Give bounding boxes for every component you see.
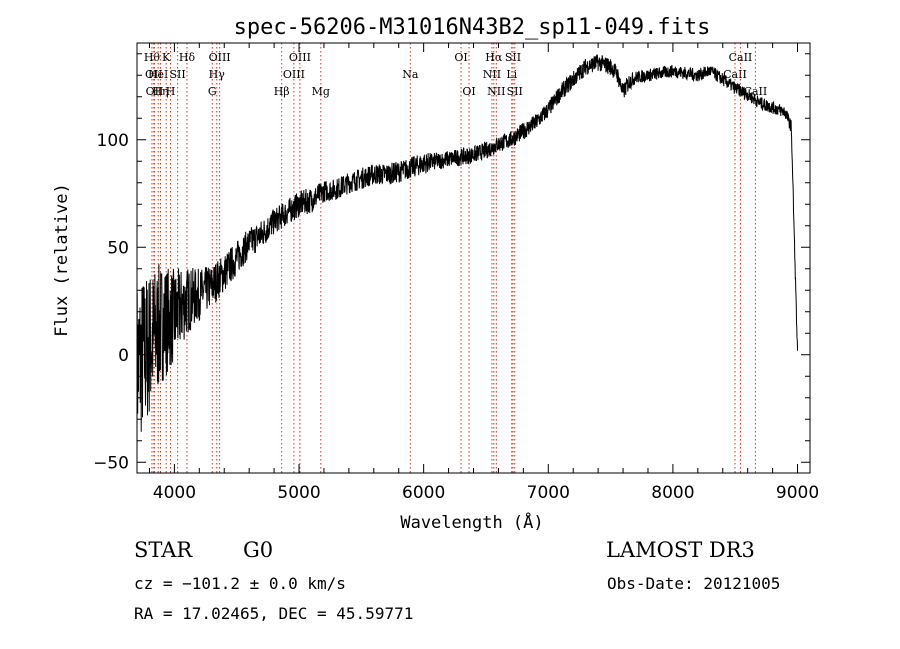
line-marker-label: Hθ — [144, 51, 161, 64]
line-marker-label: SII — [507, 85, 523, 98]
line-marker-label: Hη — [152, 85, 168, 98]
object-class: STAR — [134, 538, 193, 562]
line-marker-label: Hδ — [179, 51, 196, 64]
line-marker-label: Hγ — [209, 68, 226, 81]
line-marker-label: OI — [454, 51, 467, 64]
y-tick-label: 0 — [118, 346, 129, 366]
x-tick-label: 8000 — [651, 483, 694, 503]
observation-date: Obs-Date: 20121005 — [607, 574, 781, 593]
object-subclass: G0 — [243, 538, 274, 562]
line-marker-label: SII — [170, 68, 186, 81]
spectrum-line — [136, 54, 798, 452]
x-tick-label: 4000 — [153, 483, 196, 503]
x-axis: 4000 5000 6000 7000 8000 9000 — [148, 43, 819, 503]
line-marker-label: CaII — [729, 51, 753, 64]
y-tick-label: 100 — [97, 131, 129, 151]
chart-title: spec-56206-M31016N43B2_sp11-049.fits — [234, 15, 711, 40]
line-marker-label: G — [208, 85, 217, 98]
y-axis-label: Flux (relative) — [52, 183, 72, 337]
y-tick-label: −50 — [93, 453, 129, 473]
line-marker-label: OIII — [289, 51, 311, 64]
line-markers: HθOIIOIIHeIHηKHSIIHδGHγOIIIHβOIIIOIIIMgN… — [144, 43, 767, 473]
x-tick-label: 5000 — [277, 483, 320, 503]
line-marker-label: H — [166, 85, 176, 98]
line-marker-label: OIII — [209, 51, 231, 64]
line-marker-label: HeI — [148, 68, 168, 81]
line-marker-label: Na — [402, 68, 419, 81]
line-marker-label: OIII — [283, 68, 305, 81]
redshift-cz: cz = −101.2 ± 0.0 km/s — [134, 574, 346, 593]
y-tick-label: 50 — [107, 238, 129, 258]
line-marker-label: OI — [462, 85, 475, 98]
line-marker-label: NII — [483, 68, 501, 81]
line-marker-label: Mg — [312, 85, 330, 98]
survey-name: LAMOST DR3 — [606, 538, 755, 562]
line-marker-label: OII — [146, 85, 164, 98]
x-axis-label: Wavelength (Å) — [400, 511, 543, 533]
line-marker-label: CaII — [723, 68, 747, 81]
line-marker-label: Hβ — [274, 85, 290, 98]
x-tick-label: 7000 — [527, 483, 570, 503]
coordinates: RA = 17.02465, DEC = 45.59771 — [134, 604, 414, 623]
y-axis: −50 0 50 100 — [93, 53, 810, 473]
line-marker-label: K — [162, 51, 171, 64]
line-marker-label: Li — [506, 68, 517, 81]
plot-frame — [136, 42, 811, 474]
line-marker-label: Hα — [485, 51, 503, 64]
line-marker-label: NII — [487, 85, 505, 98]
x-tick-label: 9000 — [776, 483, 819, 503]
x-tick-label: 6000 — [402, 483, 445, 503]
line-marker-label: SII — [505, 51, 521, 64]
